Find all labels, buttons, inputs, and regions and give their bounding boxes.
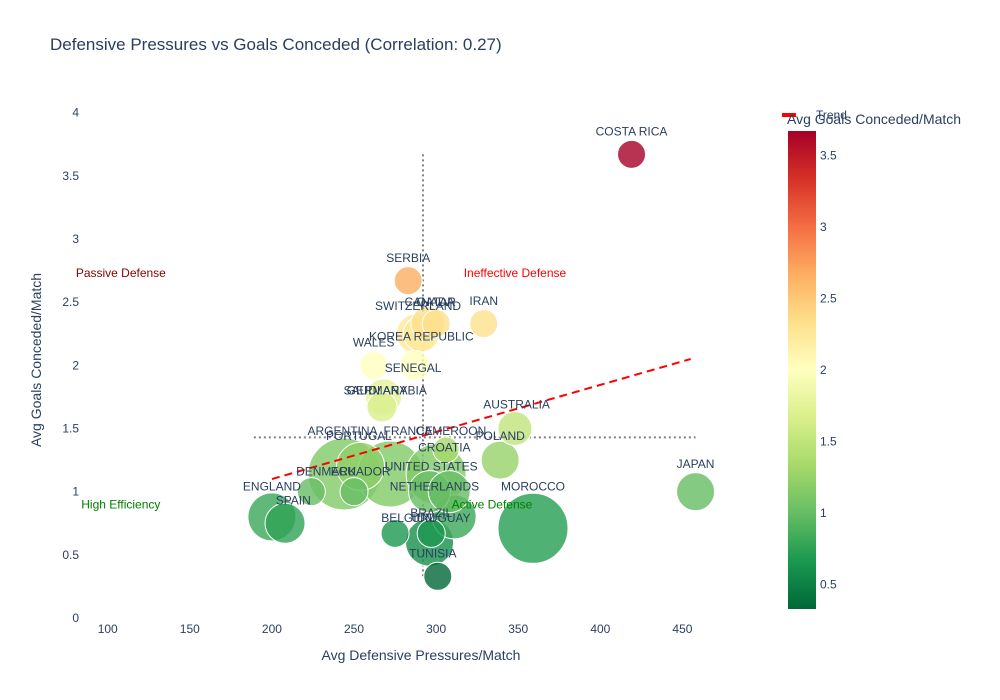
point-label: BELGIUM xyxy=(381,511,435,525)
data-point xyxy=(497,410,533,446)
point-label: SERBIA xyxy=(386,251,430,265)
data-point xyxy=(380,518,410,548)
x-axis-ticks: 100 150 200 250 300 350 400 450 xyxy=(98,622,693,636)
colorbar-tick-label: 1.5 xyxy=(820,435,837,449)
data-point xyxy=(416,518,446,548)
data-point xyxy=(421,309,451,339)
quadrant-label: Passive Defense xyxy=(76,266,166,280)
data-point xyxy=(296,477,326,507)
y-axis-ticks: 0 0.5 1 1.5 2 2.5 3 3.5 4 xyxy=(62,106,79,625)
point-label: QATAR xyxy=(416,295,456,309)
x-tick-label: 350 xyxy=(508,622,528,636)
point-label: AUSTRALIA xyxy=(483,397,550,411)
legend[interactable]: Trend xyxy=(782,108,847,122)
colorbar-gradient xyxy=(788,131,816,609)
y-tick-label: 0.5 xyxy=(62,548,79,562)
chart-title: Defensive Pressures vs Goals Conceded (C… xyxy=(50,35,502,54)
colorbar-tick-label: 0.5 xyxy=(820,578,837,592)
point-label: FRANCE xyxy=(384,424,433,438)
point-label: NETHERLANDS xyxy=(390,480,479,494)
x-tick-label: 400 xyxy=(590,622,610,636)
y-tick-label: 1.5 xyxy=(62,421,79,435)
point-label: PORTUGAL xyxy=(326,429,392,443)
colorbar-tick-label: 2 xyxy=(820,363,827,377)
point-label: SPAIN xyxy=(276,494,311,508)
y-tick-label: 2.5 xyxy=(62,295,79,309)
data-point xyxy=(366,391,398,423)
y-tick-label: 2 xyxy=(72,358,79,372)
point-label: JAPAN xyxy=(677,457,715,471)
x-tick-label: 100 xyxy=(98,622,118,636)
x-axis-title: Avg Defensive Pressures/Match xyxy=(322,647,521,663)
x-tick-label: 250 xyxy=(344,622,364,636)
colorbar-tick-label: 3 xyxy=(820,220,827,234)
point-label: GERMANY xyxy=(347,384,408,398)
data-point xyxy=(393,266,423,296)
data-point xyxy=(617,139,647,169)
point-label: TUNISIA xyxy=(409,547,456,561)
point-label: KOREA REPUBLIC xyxy=(369,329,474,343)
point-label: IRAN xyxy=(469,294,498,308)
data-point xyxy=(432,436,460,464)
data-point xyxy=(480,440,520,480)
legend-label-trend: Trend xyxy=(816,108,847,122)
point-labels: COSTA RICA SERBIA IRAN CANADAQATARSWITZERLA… xyxy=(243,125,715,561)
data-point xyxy=(469,309,499,339)
plot-area: Passive Defense Ineffective Defense High E… xyxy=(76,139,716,591)
x-tick-label: 150 xyxy=(180,622,200,636)
point-label: CANADA xyxy=(405,295,455,309)
point-label: ECUADOR xyxy=(331,464,391,478)
quadrant-label: Active Defense xyxy=(452,497,533,511)
y-tick-label: 0 xyxy=(72,611,79,625)
data-point xyxy=(399,349,431,381)
point-label: DENMARK xyxy=(296,464,356,478)
point-label: COSTA RICA xyxy=(596,125,668,139)
point-label: SENEGAL xyxy=(385,361,442,375)
point-label: SAUDI ARABIA xyxy=(344,384,427,398)
colorbar-tick-label: 3.5 xyxy=(820,148,837,162)
y-tick-label: 3.5 xyxy=(62,169,79,183)
y-tick-label: 4 xyxy=(72,106,79,120)
data-point xyxy=(497,492,569,564)
colorbar-tick-label: 2.5 xyxy=(820,291,837,305)
data-point xyxy=(423,561,453,591)
point-label: BRAZIL xyxy=(410,506,452,520)
x-tick-label: 200 xyxy=(262,622,282,636)
quadrant-label: High Efficiency xyxy=(81,497,160,511)
trend-line xyxy=(271,358,691,480)
colorbar-tick-label: 1 xyxy=(820,506,827,520)
point-label: SWITZERLAND xyxy=(375,299,461,313)
point-label: UNITED STATES xyxy=(385,459,478,473)
data-point xyxy=(339,477,369,507)
colorbar: Avg Goals Conceded/Match 0.5 1 1.5 2 2.5 3 3.5 xyxy=(787,111,961,609)
data-point xyxy=(676,472,716,512)
point-label: CROATIA xyxy=(418,440,470,454)
point-label: ARGENTINA xyxy=(308,424,378,438)
colorbar-title: Avg Goals Conceded/Match xyxy=(787,111,961,127)
y-tick-label: 1 xyxy=(72,485,79,499)
x-tick-label: 300 xyxy=(426,622,446,636)
y-tick-label: 3 xyxy=(72,232,79,246)
data-point xyxy=(264,502,306,544)
point-label: URUGUAY xyxy=(411,511,470,525)
point-label: POLAND xyxy=(475,429,525,443)
x-tick-label: 450 xyxy=(672,622,692,636)
data-point xyxy=(427,470,471,514)
point-label: CAMEROON xyxy=(416,424,487,438)
y-axis-title: Avg Goals Conceded/Match xyxy=(28,273,44,447)
quadrant-label: Ineffective Defense xyxy=(464,266,567,280)
point-label: MOROCCO xyxy=(501,480,565,494)
data-point xyxy=(359,350,389,380)
point-label: WALES xyxy=(353,336,395,350)
point-label: ENGLAND xyxy=(243,480,301,494)
